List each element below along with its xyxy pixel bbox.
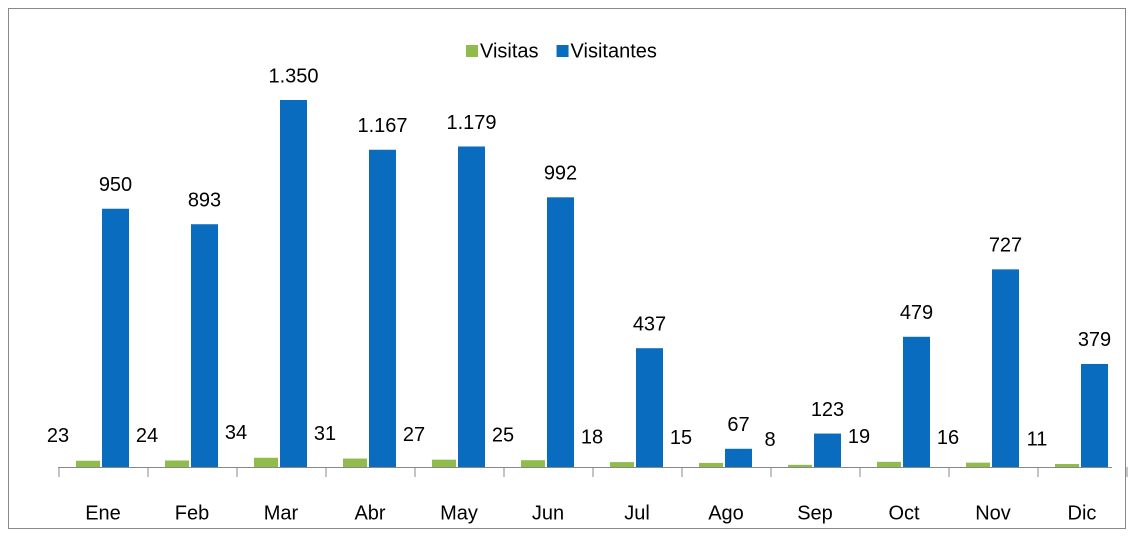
data-label: 31 xyxy=(314,423,336,445)
legend-label: Visitas xyxy=(480,40,539,62)
bar xyxy=(254,457,278,467)
x-tick-label: Feb xyxy=(175,502,209,524)
data-label: 23 xyxy=(47,425,69,447)
x-tick-label: Nov xyxy=(975,502,1011,524)
bar xyxy=(165,460,189,467)
bar xyxy=(369,149,396,467)
data-label: 379 xyxy=(1078,329,1111,351)
bar xyxy=(992,269,1019,467)
x-tick-label: Ene xyxy=(85,502,121,524)
bar xyxy=(547,197,574,467)
data-label: 1.350 xyxy=(268,65,318,87)
bar xyxy=(191,224,218,467)
legend-swatch xyxy=(466,45,478,57)
data-label: 67 xyxy=(727,414,749,436)
bar xyxy=(788,464,812,467)
bar xyxy=(699,462,723,467)
legend-label: Visitantes xyxy=(571,40,657,62)
data-label: 27 xyxy=(403,424,425,446)
bar xyxy=(102,208,129,468)
data-label: 1.167 xyxy=(357,115,407,137)
x-tick-label: Abr xyxy=(354,502,385,524)
data-label: 15 xyxy=(670,427,692,449)
x-tick-label: May xyxy=(440,502,478,524)
bar xyxy=(521,460,545,467)
data-label: 25 xyxy=(492,424,514,446)
data-label: 24 xyxy=(136,425,158,447)
data-label: 19 xyxy=(848,426,870,448)
bar xyxy=(280,100,307,467)
data-label: 18 xyxy=(581,426,603,448)
data-label: 34 xyxy=(225,422,247,444)
x-tick-label: Oct xyxy=(888,502,920,524)
x-tick-label: Jun xyxy=(532,502,564,524)
x-tick-label: Dic xyxy=(1068,502,1097,524)
bar xyxy=(458,146,485,467)
data-label: 727 xyxy=(989,235,1022,257)
bar xyxy=(343,458,367,467)
bar xyxy=(1081,363,1108,467)
x-tick-label: Ago xyxy=(708,502,744,524)
bar xyxy=(76,460,100,467)
data-label: 950 xyxy=(99,174,132,196)
bar xyxy=(636,348,663,467)
bar xyxy=(1055,464,1079,467)
data-label: 479 xyxy=(900,302,933,324)
data-label: 437 xyxy=(633,313,666,335)
bar xyxy=(903,336,930,467)
bar xyxy=(877,461,901,467)
bar xyxy=(966,462,990,467)
legend-swatch xyxy=(556,45,569,57)
bar xyxy=(610,462,634,467)
data-label: 8 xyxy=(764,429,775,451)
data-label: 1.179 xyxy=(446,112,496,134)
data-label: 16 xyxy=(937,427,959,449)
x-tick-label: Sep xyxy=(797,502,833,524)
data-label: 11 xyxy=(1027,428,1048,450)
bar xyxy=(432,459,456,467)
data-label: 992 xyxy=(544,163,577,185)
data-label: 893 xyxy=(188,190,221,212)
bar xyxy=(725,448,752,467)
data-label: 123 xyxy=(811,399,844,421)
x-tick-label: Jul xyxy=(624,502,650,524)
bar xyxy=(814,433,841,467)
x-tick-label: Mar xyxy=(264,502,299,524)
